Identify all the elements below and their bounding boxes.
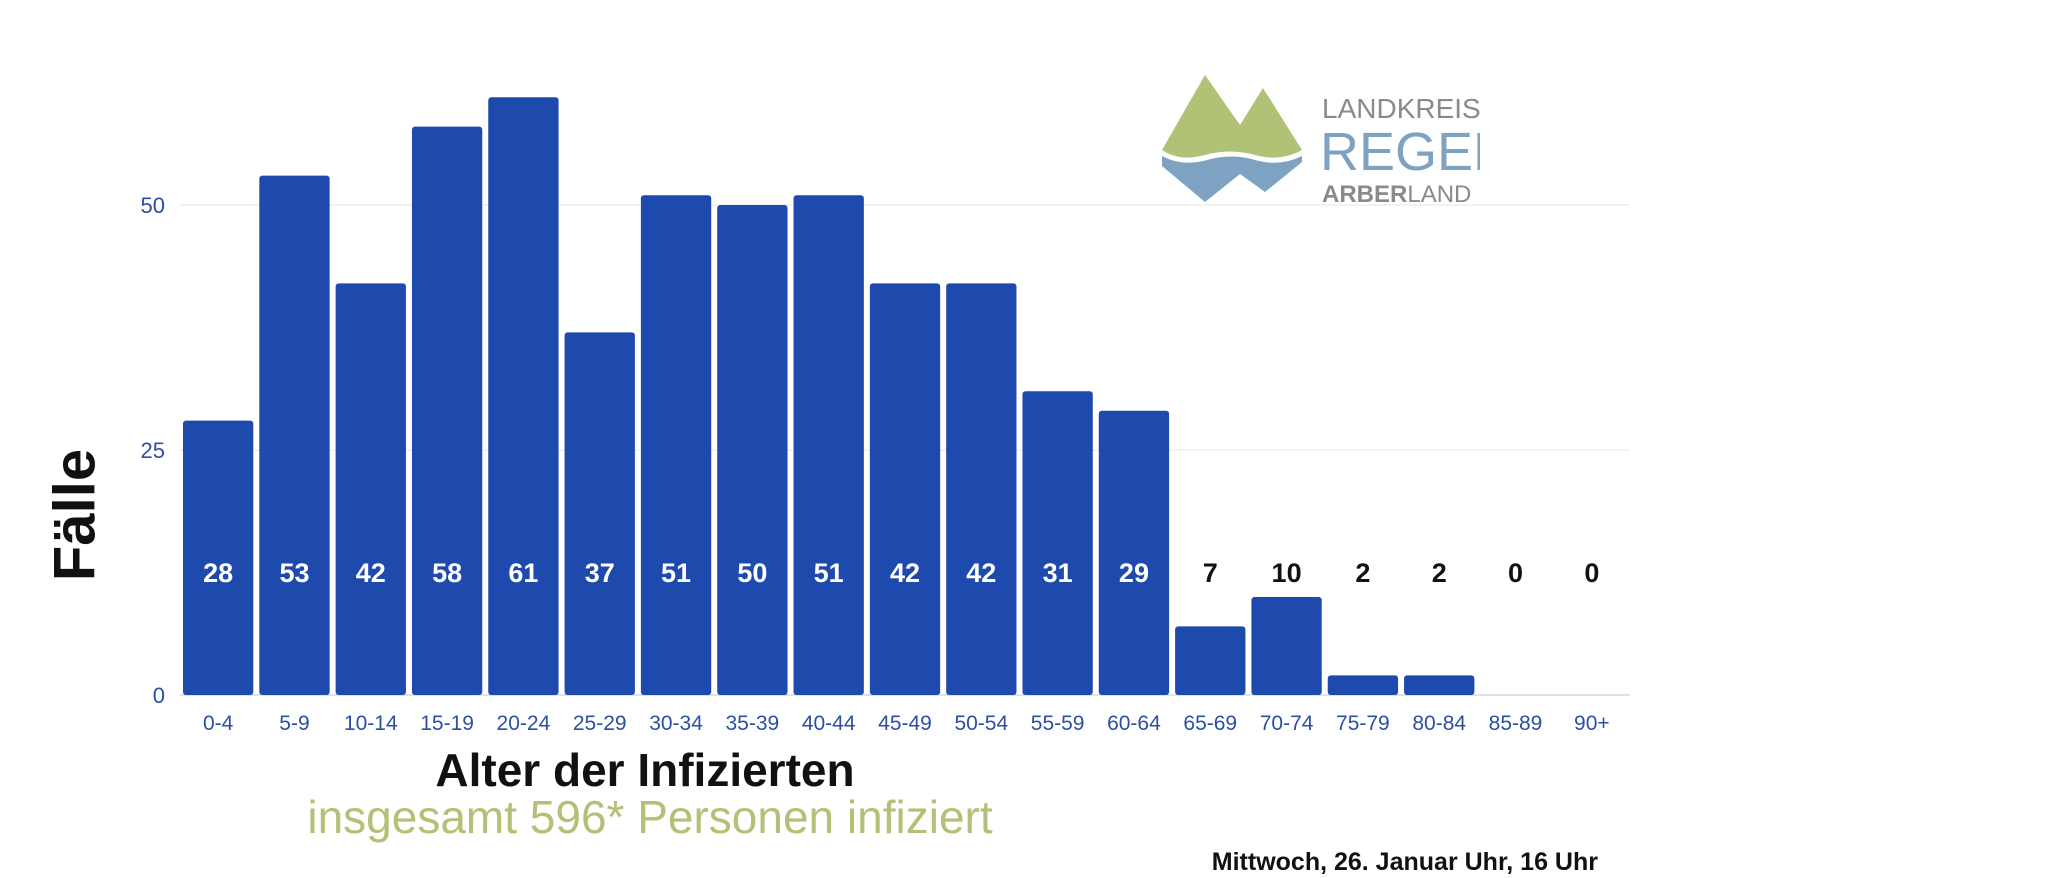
- chart-subtitle: insgesamt 596* Personen infiziert: [307, 791, 993, 843]
- data-labels: 28 53 42 58 61 37 51 50 51 42 42 31 29 7 10 2 2 0 0: [203, 558, 1599, 588]
- data-label: 28: [203, 558, 233, 588]
- x-tick-label: 10-14: [344, 712, 398, 735]
- logo-text-arberland: ARBERLAND: [1322, 181, 1471, 208]
- x-axis-ticks: 0-4 5-9 10-14 15-19 20-24 25-29 30-34 35-39 40-4…: [203, 712, 1610, 735]
- y-tick-label: 25: [141, 438, 165, 463]
- bar: [640, 195, 712, 695]
- logo-text-land: LAND: [1407, 181, 1471, 208]
- x-tick-label: 50-54: [954, 712, 1008, 735]
- bar: [1098, 410, 1170, 695]
- data-label: 51: [814, 558, 844, 588]
- x-tick-label: 0-4: [203, 712, 234, 735]
- x-tick-label: 40-44: [802, 712, 856, 735]
- bar: [946, 283, 1017, 695]
- data-label: 58: [432, 558, 462, 588]
- x-tick-label: 80-84: [1412, 712, 1466, 735]
- bar: [411, 126, 483, 696]
- bar: [717, 205, 788, 695]
- x-tick-label: 15-19: [420, 712, 474, 735]
- bars: [183, 97, 1475, 696]
- data-label: 10: [1272, 558, 1302, 588]
- x-tick-label: 30-34: [649, 712, 703, 735]
- x-tick-label: 25-29: [573, 712, 627, 735]
- x-tick-label: 20-24: [497, 712, 551, 735]
- bar: [1251, 597, 1322, 695]
- y-tick-label: 0: [153, 683, 165, 708]
- data-label: 0: [1584, 558, 1599, 588]
- data-label: 37: [585, 558, 615, 588]
- data-label: 31: [1043, 558, 1073, 588]
- x-tick-label: 85-89: [1489, 712, 1543, 735]
- logo-text-regen: REGEN: [1320, 122, 1480, 182]
- data-label: 51: [661, 558, 691, 588]
- y-axis-ticks: 0 25 50: [141, 193, 165, 708]
- y-axis-title: Fälle: [42, 448, 108, 582]
- data-label: 29: [1119, 558, 1149, 588]
- x-tick-label: 5-9: [279, 712, 309, 735]
- bar: [564, 332, 635, 695]
- bar: [1175, 626, 1246, 695]
- data-label: 2: [1432, 558, 1447, 588]
- x-tick-label: 65-69: [1183, 712, 1237, 735]
- bar: [1022, 391, 1093, 695]
- data-label: 50: [737, 558, 767, 588]
- bar: [488, 97, 559, 695]
- bar: [183, 420, 254, 695]
- data-label: 7: [1203, 558, 1218, 588]
- bar: [335, 283, 406, 695]
- x-tick-label: 55-59: [1031, 712, 1085, 735]
- logo-text-landkreis: LANDKREIS: [1322, 93, 1480, 124]
- y-tick-label: 50: [141, 193, 165, 218]
- bar: [1327, 675, 1399, 695]
- data-label: 42: [966, 558, 996, 588]
- bar: [869, 283, 941, 695]
- x-tick-label: 60-64: [1107, 712, 1161, 735]
- bar: [259, 175, 330, 696]
- x-tick-label: 90+: [1574, 712, 1610, 735]
- bar: [1404, 675, 1475, 695]
- landkreis-regen-logo: LANDKREIS REGEN ARBERLAND: [1162, 75, 1480, 208]
- x-tick-label: 45-49: [878, 712, 932, 735]
- logo-mountains-icon: [1162, 75, 1302, 158]
- bar: [793, 195, 864, 695]
- x-tick-label: 70-74: [1260, 712, 1314, 735]
- data-label: 53: [279, 558, 309, 588]
- logo-water-icon: [1162, 156, 1302, 202]
- x-axis-title: Alter der Infizierten: [435, 744, 855, 796]
- x-tick-label: 35-39: [726, 712, 780, 735]
- data-label: 2: [1355, 558, 1370, 588]
- data-label: 61: [508, 558, 538, 588]
- data-label: 0: [1508, 558, 1523, 588]
- data-label: 42: [356, 558, 386, 588]
- data-label: 42: [890, 558, 920, 588]
- date-stamp: Mittwoch, 26. Januar Uhr, 16 Uhr: [1211, 848, 1598, 876]
- x-tick-label: 75-79: [1336, 712, 1390, 735]
- logo-text-arber: ARBER: [1322, 181, 1407, 208]
